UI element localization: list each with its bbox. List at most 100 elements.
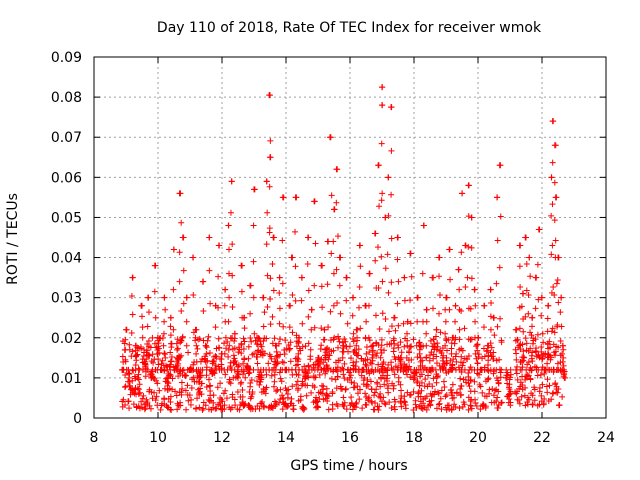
- data-point: [168, 354, 175, 361]
- data-point: [540, 401, 547, 408]
- data-point: [149, 395, 156, 402]
- data-point: [555, 386, 562, 393]
- data-point: [540, 339, 547, 346]
- data-point: [522, 313, 529, 320]
- data-point: [357, 325, 364, 332]
- data-point: [171, 246, 177, 253]
- data-point: [487, 286, 494, 293]
- data-point: [162, 354, 169, 361]
- data-point: [132, 386, 139, 393]
- data-point: [193, 405, 200, 412]
- data-point: [390, 335, 397, 342]
- data-point: [388, 235, 395, 242]
- data-point: [408, 273, 415, 280]
- data-point: [450, 394, 457, 401]
- data-point: [125, 398, 132, 405]
- data-point: [231, 359, 238, 366]
- data-point: [493, 366, 500, 373]
- x-tick-label: 24: [597, 430, 615, 446]
- data-point: [261, 309, 268, 316]
- data-point: [216, 399, 223, 406]
- data-point: [187, 401, 194, 408]
- data-point: [238, 340, 245, 347]
- data-point: [340, 394, 347, 401]
- data-point: [140, 392, 147, 399]
- data-point: [544, 315, 551, 322]
- data-point: [251, 350, 258, 357]
- data-point: [541, 395, 548, 402]
- data-point: [378, 350, 385, 357]
- data-point: [426, 357, 433, 364]
- data-point: [348, 379, 355, 386]
- data-point: [480, 324, 487, 331]
- data-point: [458, 308, 465, 315]
- data-point: [340, 403, 347, 410]
- data-point: [487, 313, 494, 320]
- data-point: [326, 352, 333, 359]
- data-point: [254, 334, 261, 341]
- data-point: [318, 283, 325, 290]
- data-point: [210, 392, 217, 399]
- data-point: [472, 350, 479, 357]
- data-point: [428, 392, 435, 399]
- data-point: [302, 382, 309, 389]
- data-point: [129, 348, 136, 355]
- x-tick-label: 20: [469, 430, 487, 446]
- data-point: [135, 365, 142, 372]
- data-point: [264, 209, 271, 216]
- data-point: [504, 369, 511, 376]
- data-point: [276, 320, 283, 327]
- data-point: [225, 318, 232, 325]
- data-point: [240, 346, 247, 353]
- data-point: [315, 389, 322, 396]
- data-point: [349, 335, 356, 342]
- data-point: [522, 335, 529, 342]
- data-point: [254, 403, 261, 410]
- data-point: [238, 262, 245, 269]
- data-point: [343, 343, 350, 350]
- data-point: [329, 389, 336, 396]
- data-point: [180, 267, 187, 274]
- data-point: [289, 383, 296, 390]
- data-point: [488, 353, 495, 360]
- data-point: [384, 251, 391, 258]
- data-point: [356, 304, 363, 311]
- data-point: [525, 348, 532, 355]
- data-point: [343, 406, 350, 413]
- data-point: [138, 313, 145, 320]
- data-point: [295, 385, 302, 392]
- data-point: [425, 372, 432, 379]
- data-point: [334, 300, 341, 307]
- data-point: [532, 305, 539, 312]
- data-point: [433, 326, 440, 333]
- data-point: [382, 214, 389, 221]
- data-point: [328, 192, 335, 199]
- data-point: [534, 331, 541, 338]
- data-point: [462, 283, 469, 290]
- data-point: [196, 391, 203, 398]
- data-point: [221, 302, 228, 309]
- data-point: [225, 346, 232, 353]
- data-point: [335, 336, 342, 343]
- data-point: [132, 362, 139, 369]
- data-point: [553, 194, 560, 201]
- data-point: [139, 334, 146, 341]
- data-point: [334, 402, 341, 409]
- data-point: [308, 326, 315, 333]
- data-point: [122, 356, 129, 363]
- data-point: [303, 392, 310, 399]
- data-point: [307, 346, 314, 353]
- data-point: [534, 261, 541, 268]
- data-point: [308, 306, 315, 313]
- data-point: [423, 306, 430, 313]
- data-point: [472, 302, 479, 309]
- data-point: [472, 399, 479, 406]
- data-point: [196, 388, 203, 395]
- data-point: [372, 400, 379, 407]
- data-point: [529, 340, 536, 347]
- data-point: [231, 337, 238, 344]
- data-point: [218, 396, 225, 403]
- data-point: [557, 309, 564, 316]
- data-point: [400, 320, 407, 327]
- data-point: [209, 360, 216, 367]
